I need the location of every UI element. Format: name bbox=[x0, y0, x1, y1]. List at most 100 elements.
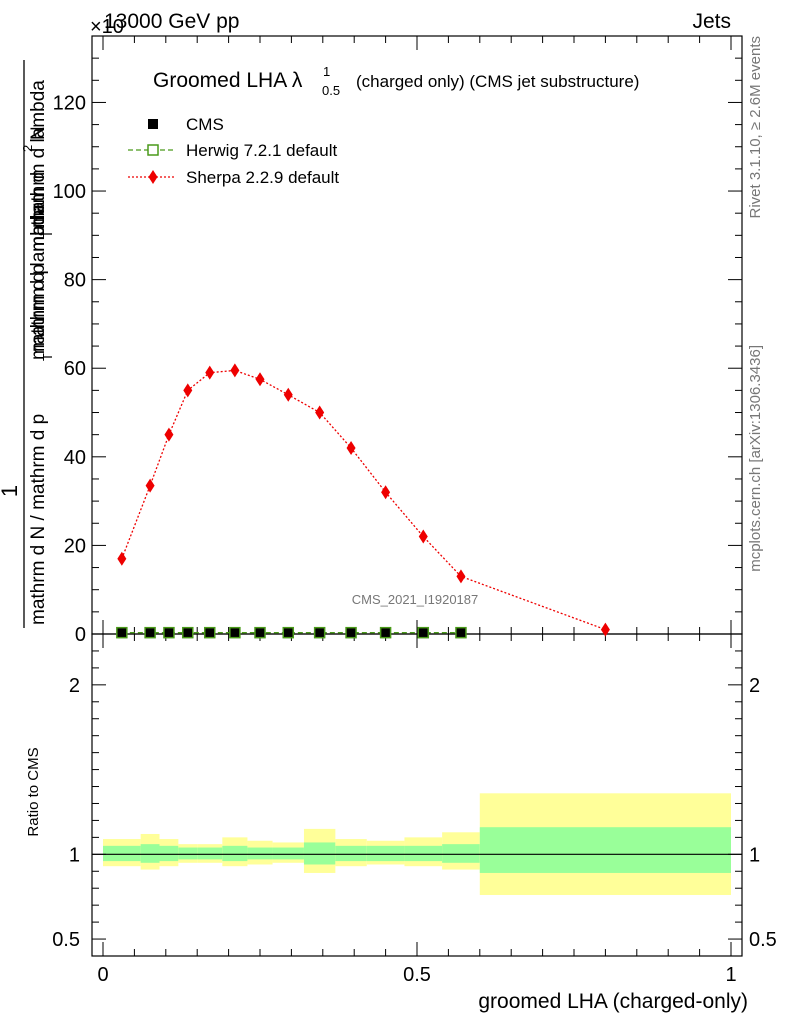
ratio-inner-band bbox=[442, 844, 480, 863]
legend-herwig-label: Herwig 7.2.1 default bbox=[186, 141, 337, 160]
data-markers bbox=[116, 363, 610, 639]
exponent-label: ×10 bbox=[90, 16, 124, 38]
sherpa-point bbox=[183, 383, 193, 398]
ratio-inner-band bbox=[222, 845, 248, 862]
legend-sherpa-marker bbox=[148, 170, 158, 184]
main-y-tick-label: 20 bbox=[64, 535, 86, 557]
y-label-num-sub-t: T bbox=[40, 230, 55, 238]
sherpa-point bbox=[117, 551, 127, 566]
y-label-denom-sub: T bbox=[40, 353, 55, 361]
title-superscript: 1 bbox=[323, 64, 330, 79]
ratio-inner-band bbox=[272, 847, 304, 860]
ratio-inner-band bbox=[103, 845, 141, 862]
ratio-inner-band bbox=[140, 844, 160, 863]
main-y-tick-label: 40 bbox=[64, 447, 86, 469]
sherpa-point bbox=[456, 569, 466, 584]
sherpa-point bbox=[418, 529, 428, 544]
herwig-point bbox=[229, 626, 241, 639]
ratio-inner-band bbox=[303, 842, 336, 865]
ratio-inner-band bbox=[247, 847, 273, 860]
main-y-tick-label: 60 bbox=[64, 358, 86, 380]
main-y-tick-label: 120 bbox=[53, 92, 86, 114]
jets-label: Jets bbox=[692, 10, 731, 33]
cms-point bbox=[145, 627, 156, 638]
legend-sherpa-label: Sherpa 2.2.9 default bbox=[186, 168, 339, 187]
herwig-point bbox=[144, 626, 156, 639]
sherpa-point bbox=[145, 478, 155, 493]
ratio-bands bbox=[103, 793, 731, 895]
ratio-y-tick-label-right: 0.5 bbox=[749, 929, 777, 951]
main-y-tick-label: 0 bbox=[75, 624, 86, 646]
analysis-id: CMS_2021_I1920187 bbox=[352, 592, 479, 607]
herwig-point bbox=[182, 626, 194, 639]
herwig-point bbox=[379, 626, 392, 639]
cms-point bbox=[346, 627, 357, 638]
ratio-y-tick-label: 2 bbox=[69, 675, 80, 697]
cms-point bbox=[380, 627, 391, 638]
y-label-denom-b: mathrm d lambda bbox=[28, 204, 49, 352]
herwig-point bbox=[417, 626, 430, 639]
herwig-point bbox=[345, 626, 357, 639]
herwig-point bbox=[116, 626, 128, 639]
sherpa-line bbox=[121, 369, 606, 631]
title-subscript: 0.5 bbox=[322, 83, 340, 98]
sherpa-point bbox=[346, 440, 356, 455]
cms-point bbox=[418, 627, 429, 638]
sherpa-point bbox=[255, 372, 265, 387]
cms-point bbox=[182, 627, 193, 638]
x-tick-label: 1 bbox=[725, 964, 736, 986]
herwig-point bbox=[313, 626, 326, 639]
sherpa-point bbox=[381, 485, 391, 500]
main-y-tick-label: 100 bbox=[53, 181, 86, 203]
ratio-ylabel: Ratio to CMS bbox=[25, 747, 42, 836]
ratio-y-tick-label-right: 1 bbox=[749, 844, 760, 866]
cms-point bbox=[204, 627, 215, 638]
x-tick-label: 0.5 bbox=[403, 964, 431, 986]
ratio-inner-band bbox=[197, 847, 223, 860]
sherpa-point bbox=[205, 365, 215, 380]
energy-label: 13000 GeV pp bbox=[104, 10, 239, 33]
series-lines bbox=[92, 369, 742, 855]
y-label-num-dp: mathrm d p bbox=[28, 264, 49, 360]
herwig-point bbox=[204, 626, 216, 639]
x-tick-label: 0 bbox=[97, 964, 108, 986]
sherpa-point bbox=[315, 405, 325, 420]
cms-point bbox=[455, 627, 466, 638]
y-label-numerator: 1 bbox=[0, 485, 22, 497]
x-axis-label: groomed LHA (charged-only) bbox=[478, 990, 748, 1013]
cms-point bbox=[314, 627, 325, 638]
cms-point bbox=[229, 627, 240, 638]
herwig-point bbox=[254, 626, 266, 639]
rivet-label: Rivet 3.1.10, ≥ 2.6M events bbox=[747, 36, 764, 219]
ratio-y-tick-label-right: 2 bbox=[749, 675, 760, 697]
sherpa-point bbox=[600, 622, 610, 637]
y-label-denom-a: mathrm d N / mathrm d p bbox=[28, 414, 49, 625]
y-label-num-lambda: mathrm d lambda bbox=[28, 80, 49, 228]
ratio-inner-band bbox=[479, 827, 731, 873]
cms-point bbox=[163, 627, 174, 638]
herwig-point bbox=[282, 626, 295, 639]
mcplots-label: mcplots.cern.ch [arXiv:1306.3436] bbox=[747, 345, 764, 572]
y-axis-label: 1 mathrm d N / mathrm d p T mathrm d lam… bbox=[0, 60, 55, 628]
cms-point bbox=[255, 627, 265, 638]
ratio-inner-band bbox=[159, 845, 179, 862]
ratio-inner-band bbox=[178, 847, 198, 860]
herwig-point bbox=[455, 626, 467, 639]
ratio-y-tick-label: 0.5 bbox=[52, 929, 80, 951]
herwig-point bbox=[163, 626, 175, 639]
legend-herwig-marker bbox=[147, 144, 159, 156]
y-label-num-d: mathrm d bbox=[28, 172, 49, 252]
ratio-inner-band bbox=[335, 845, 367, 862]
ratio-inner-band bbox=[366, 845, 405, 862]
ratio-inner-band bbox=[404, 845, 443, 862]
ratio-y-tick-label: 1 bbox=[69, 844, 80, 866]
legend-cms-label: CMS bbox=[186, 115, 224, 134]
cms-point bbox=[283, 627, 294, 638]
sherpa-point bbox=[283, 387, 293, 402]
y-label-num-n: N bbox=[28, 126, 49, 140]
y-label-num-sup: 2 bbox=[20, 145, 35, 152]
title-suffix: (charged only) (CMS jet substructure) bbox=[356, 72, 639, 91]
plot-title: Groomed LHA λ bbox=[153, 69, 303, 92]
sherpa-point bbox=[164, 427, 174, 442]
legend: CMS Herwig 7.2.1 default Sherpa 2.2.9 de… bbox=[128, 115, 339, 187]
